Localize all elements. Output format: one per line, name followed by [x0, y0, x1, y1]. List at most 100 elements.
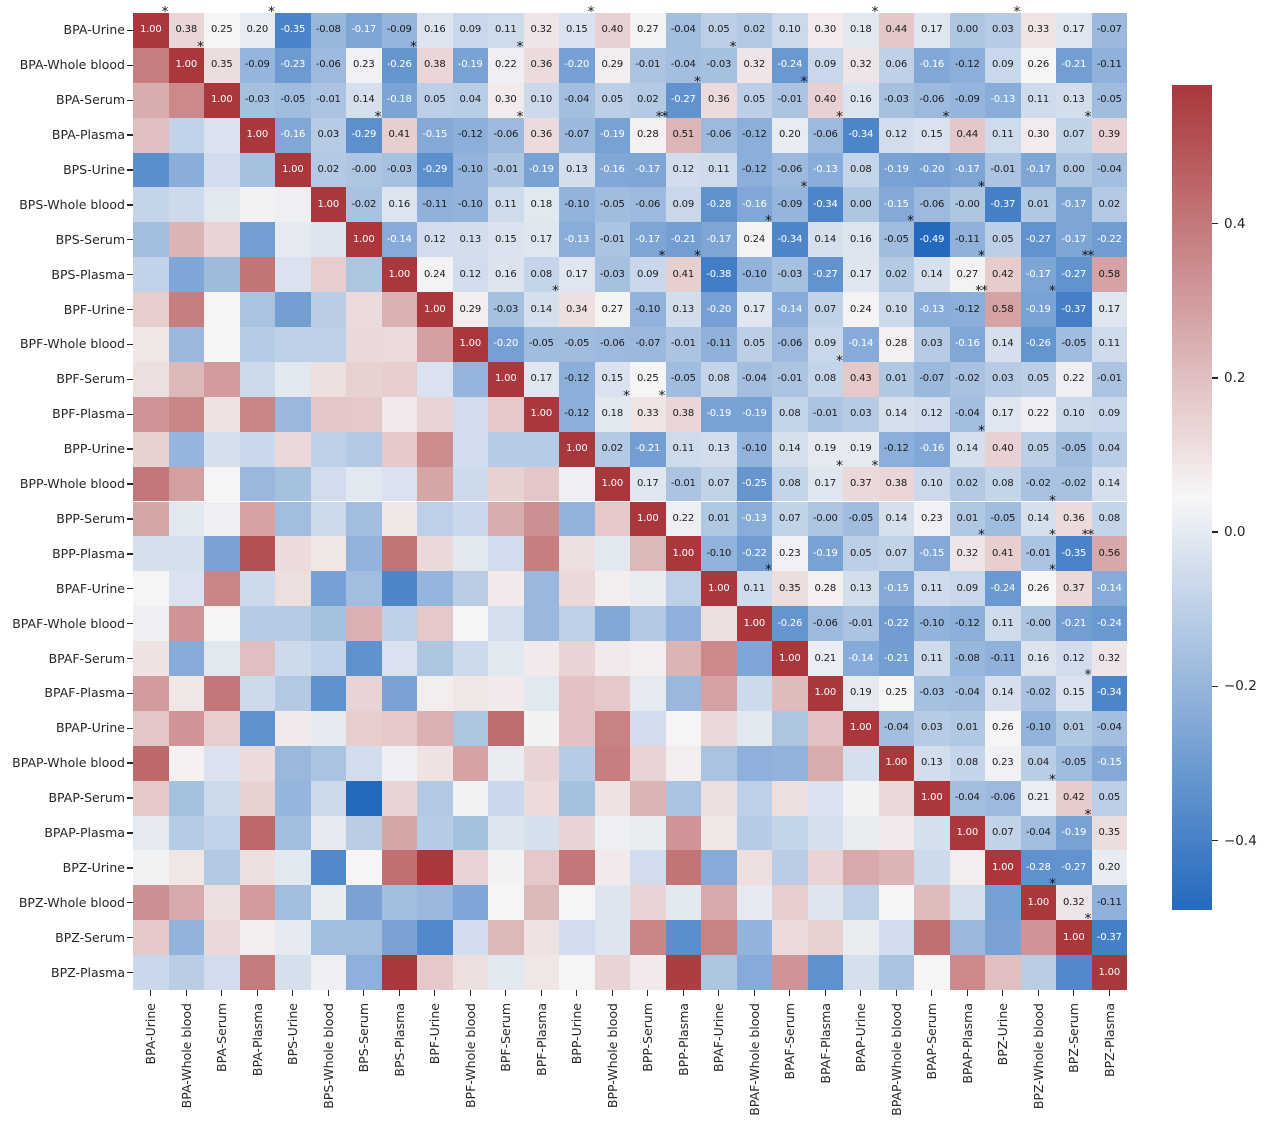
heatmap-cell [204, 222, 240, 258]
heatmap-cell [168, 675, 204, 711]
heatmap-cell [701, 710, 737, 746]
heatmap-cell: 0.02 [949, 466, 985, 502]
heatmap-cell: 0.14 [523, 292, 559, 327]
heatmap-cell: -0.05 [523, 327, 559, 362]
heatmap-cell: 0.01 [878, 361, 914, 397]
heatmap-cell: 0.32 [1056, 885, 1092, 921]
heatmap-cell [346, 501, 382, 537]
heatmap-cell [310, 920, 346, 956]
heatmap-cell: 0.29 [594, 47, 630, 83]
heatmap-cell: 0.03 [310, 117, 346, 153]
heatmap-cell [488, 675, 524, 711]
heatmap-cell [488, 920, 524, 956]
significance-asterisk: * [978, 248, 985, 265]
x-tick [292, 990, 294, 996]
heatmap-cell: -0.01 [1091, 361, 1127, 397]
heatmap-cell: -0.05 [1091, 82, 1127, 118]
heatmap-cell: 0.07 [701, 466, 737, 502]
heatmap-cell [204, 361, 240, 397]
heatmap-cell [381, 327, 417, 362]
heatmap-cell: 0.17 [559, 257, 595, 293]
heatmap-cell: 0.09 [949, 571, 985, 607]
heatmap-cell: -0.14 [381, 222, 417, 258]
heatmap-cell [594, 536, 630, 572]
heatmap-cell [275, 257, 311, 293]
heatmap-cell: 1.00 [275, 152, 311, 188]
row-label: BPP-Plasma [52, 545, 125, 561]
heatmap-grid: 1.00 0.38 0.25 0.20 -0.35 -0.08 -0.17 -0.09 0.16… [133, 13, 1127, 990]
heatmap-cell: 0.11 [488, 13, 524, 48]
heatmap-cell [133, 955, 169, 990]
heatmap-cell [594, 571, 630, 607]
heatmap-cell [630, 675, 666, 711]
heatmap-cell [488, 745, 524, 781]
heatmap-cell [878, 815, 914, 851]
heatmap-cell [523, 606, 559, 642]
x-tick [824, 990, 826, 996]
heatmap-cell: 0.27 [949, 257, 985, 293]
heatmap-cell: 0.05 [1020, 431, 1056, 467]
row-label: BPA-Serum [56, 92, 125, 108]
heatmap-cell: -0.27 [1020, 222, 1056, 258]
y-tick [127, 762, 133, 764]
col-label: BPA-Whole blood [178, 1003, 194, 1109]
heatmap-cell: -0.05 [985, 501, 1021, 537]
heatmap-cell [843, 850, 879, 886]
heatmap-cell [346, 431, 382, 467]
heatmap-cell [275, 675, 311, 711]
heatmap-cell [985, 920, 1021, 956]
heatmap-cell [275, 292, 311, 327]
heatmap-cell [665, 920, 701, 956]
heatmap-cell: -0.04 [736, 361, 772, 397]
heatmap-cell [275, 396, 311, 432]
heatmap-cell [594, 815, 630, 851]
heatmap-cell [452, 396, 488, 432]
heatmap-cell: -0.01 [1020, 536, 1056, 572]
heatmap-cell [133, 222, 169, 258]
heatmap-cell: 0.22 [1020, 396, 1056, 432]
heatmap-cell: 0.05 [594, 82, 630, 118]
heatmap-cell [204, 292, 240, 327]
heatmap-cell: -0.21 [1056, 47, 1092, 83]
heatmap-cell: 0.12 [878, 117, 914, 153]
heatmap-cell [878, 780, 914, 816]
heatmap-cell [133, 187, 169, 223]
heatmap-cell: -0.01 [488, 152, 524, 188]
heatmap-cell [523, 885, 559, 921]
heatmap-cell: 0.32 [523, 13, 559, 48]
heatmap-cell: -0.03 [488, 292, 524, 327]
col-label: BPS-Whole blood [320, 1003, 336, 1109]
heatmap-cell [310, 745, 346, 781]
heatmap-cell [772, 920, 808, 956]
heatmap-cell [523, 920, 559, 956]
heatmap-cell [346, 955, 382, 990]
row-label: BPA-Plasma [51, 127, 125, 143]
heatmap-cell [843, 955, 879, 990]
heatmap-cell: 0.32 [1091, 641, 1127, 676]
significance-asterisk: * [1084, 667, 1092, 683]
heatmap-cell [275, 431, 311, 467]
heatmap-cell: -0.25 [736, 466, 772, 502]
heatmap-cell: -0.29 [346, 117, 382, 153]
heatmap-cell: 0.32 [949, 536, 985, 572]
x-tick [505, 990, 507, 996]
heatmap-cell [168, 257, 204, 293]
heatmap-cell: 0.14 [1020, 501, 1056, 537]
heatmap-cell: 0.18 [843, 13, 879, 48]
heatmap-cell: 0.44 [878, 13, 914, 48]
y-tick [127, 797, 133, 799]
heatmap-cell: -0.02 [1020, 675, 1056, 711]
significance-asterisk: * [729, 38, 737, 55]
heatmap-cell: 0.07 [1056, 117, 1092, 153]
heatmap-cell [523, 431, 559, 467]
y-tick [127, 99, 133, 101]
heatmap-cell: 0.11 [736, 571, 772, 607]
heatmap-cell [949, 955, 985, 990]
col-label: BPP-Whole blood [604, 1003, 620, 1109]
heatmap-cell: 0.24 [843, 292, 879, 327]
heatmap-cell [168, 292, 204, 327]
heatmap-cell: 0.23 [772, 536, 808, 572]
heatmap-cell [914, 920, 950, 956]
heatmap-cell [701, 606, 737, 642]
significance-asterisk: * [800, 73, 808, 90]
